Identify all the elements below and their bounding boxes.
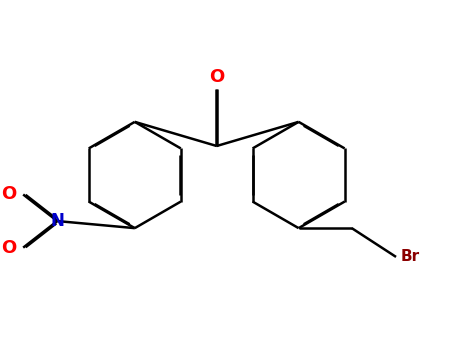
Text: O: O	[1, 186, 16, 203]
Text: N: N	[51, 212, 64, 230]
Text: Br: Br	[400, 250, 420, 264]
Text: O: O	[209, 69, 224, 86]
Text: O: O	[1, 239, 16, 257]
